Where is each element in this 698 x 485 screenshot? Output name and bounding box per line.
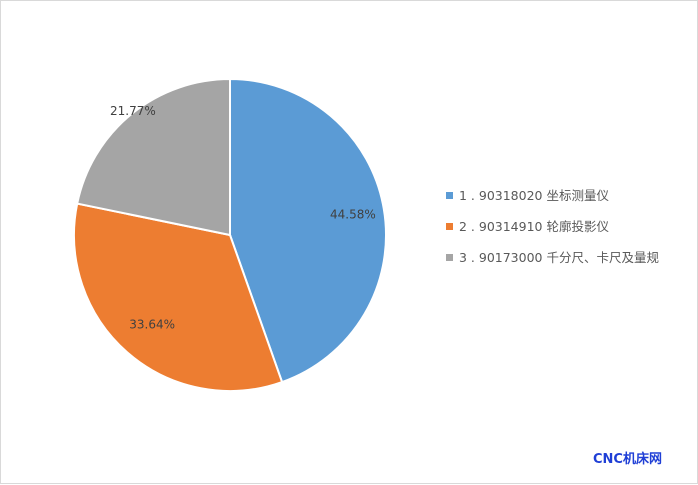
legend-swatch-3	[446, 254, 453, 261]
legend-swatch-2	[446, 223, 453, 230]
legend-item-2: 2 . 90314910 轮廓投影仪	[446, 218, 691, 235]
pie-slice-2	[73, 202, 284, 392]
legend-item-1: 1 . 90318020 坐标测量仪	[446, 187, 691, 204]
legend-swatch-1	[446, 192, 453, 199]
legend-label-2: 2 . 90314910 轮廓投影仪	[459, 219, 609, 234]
slice-value-label-1: 44.58%	[330, 207, 376, 221]
pie-slice-3	[76, 77, 231, 237]
legend-item-3: 3 . 90173000 千分尺、卡尺及量规	[446, 249, 691, 266]
watermark-text: CNC机床网	[593, 452, 662, 467]
pie-slice-1	[229, 77, 387, 384]
legend-label-1: 1 . 90318020 坐标测量仪	[459, 188, 609, 203]
legend-label-3: 3 . 90173000 千分尺、卡尺及量规	[459, 250, 659, 265]
slice-value-label-3: 21.77%	[110, 104, 156, 118]
slice-value-label-2: 33.64%	[129, 317, 175, 331]
chart-legend: 1 . 90318020 坐标测量仪 2 . 90314910 轮廓投影仪 3 …	[446, 187, 691, 280]
